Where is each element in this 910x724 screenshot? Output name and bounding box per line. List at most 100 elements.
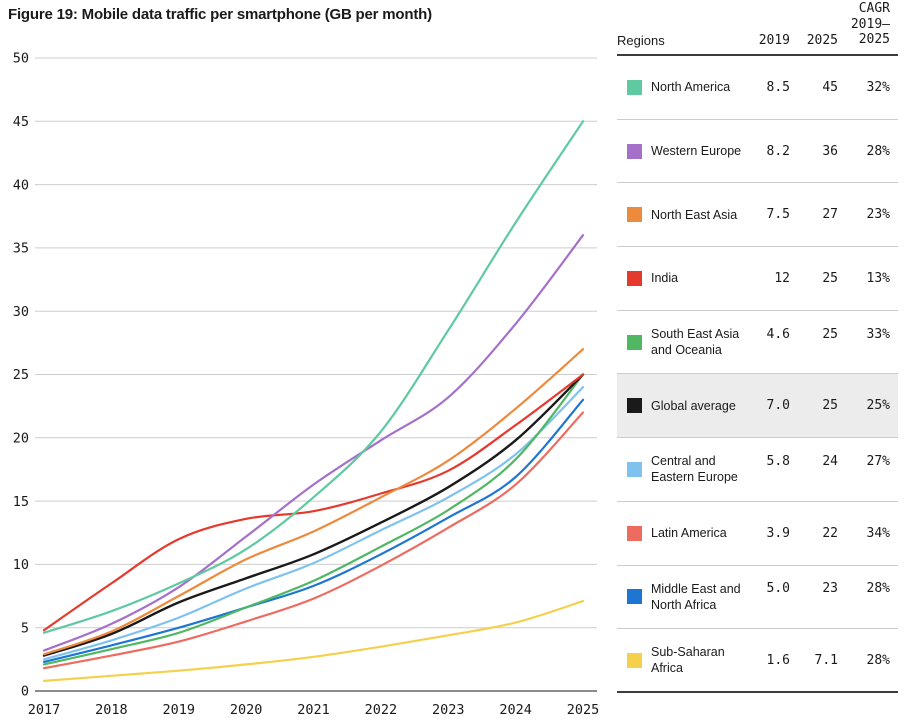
value-cagr: 28% xyxy=(866,143,890,159)
legend-table-rows: North America 8.5 45 32% Western Europe 8.2 36… xyxy=(617,56,898,693)
legend-table-header: Regions 2019 2025 CAGR 2019– 2025 xyxy=(617,0,898,56)
value-2019: 5.8 xyxy=(766,453,790,469)
y-tick-label: 5 xyxy=(21,620,29,636)
line-global-average xyxy=(42,373,585,657)
table-row-sub-saharan-africa: Sub-Saharan Africa 1.6 7.1 28% xyxy=(617,629,898,693)
value-2025: 23 xyxy=(822,581,838,597)
x-tick-label: 2019 xyxy=(162,702,195,718)
table-row-central-and-eastern-europe: Central and Eastern Europe 5.8 24 27% xyxy=(617,438,898,502)
value-cagr: 23% xyxy=(866,207,890,223)
x-tick-label: 2021 xyxy=(297,702,330,718)
color-swatch xyxy=(627,398,642,414)
region-label: Sub-Saharan Africa xyxy=(651,644,725,676)
color-swatch xyxy=(627,207,642,223)
value-cagr: 13% xyxy=(866,270,890,286)
region-label: India xyxy=(651,271,679,286)
color-swatch xyxy=(627,461,642,477)
value-cagr: 28% xyxy=(866,652,890,668)
y-tick-label: 15 xyxy=(13,494,29,510)
x-tick-label: 2020 xyxy=(230,702,263,718)
region-label: North East Asia xyxy=(651,207,738,222)
y-tick-label: 30 xyxy=(13,304,29,320)
value-2025: 7.1 xyxy=(814,652,838,668)
color-swatch xyxy=(627,143,642,159)
value-cagr: 32% xyxy=(866,79,890,95)
line-latin-america xyxy=(42,411,585,670)
region-label: Latin America xyxy=(651,526,727,541)
y-tick-label: 0 xyxy=(21,684,29,700)
color-swatch xyxy=(627,589,642,605)
y-tick-label: 35 xyxy=(13,241,29,257)
value-2019: 5.0 xyxy=(766,581,790,597)
line-western-europe xyxy=(42,234,585,652)
region-label: North America xyxy=(651,80,731,95)
value-2025: 25 xyxy=(822,398,838,414)
table-row-latin-america: Latin America 3.9 22 34% xyxy=(617,502,898,566)
header-cagr: CAGR 2019– 2025 xyxy=(850,1,890,48)
region-label: Middle East and North Africa xyxy=(651,581,741,612)
value-cagr: 27% xyxy=(866,453,890,469)
line-india xyxy=(42,373,585,632)
table-row-south-east-asia-and-oceania: South East Asia and Oceania 4.6 25 33% xyxy=(617,311,898,375)
y-tick-label: 25 xyxy=(13,367,29,383)
line-north-america xyxy=(42,120,585,634)
region-label: Global average xyxy=(651,398,736,413)
value-2025: 27 xyxy=(822,207,838,223)
x-tick-label: 2022 xyxy=(365,702,398,718)
value-2025: 36 xyxy=(822,143,838,159)
header-2025: 2025 xyxy=(806,33,838,48)
value-cagr: 28% xyxy=(866,581,890,597)
x-tick-label: 2025 xyxy=(567,702,600,718)
line-north-east-asia xyxy=(42,348,585,656)
color-swatch xyxy=(627,652,642,668)
header-regions: Regions xyxy=(617,33,665,48)
line-south-east-asia-and-oceania xyxy=(42,373,585,666)
color-swatch xyxy=(627,79,642,95)
table-row-india: India 12 25 13% xyxy=(617,247,898,311)
y-tick-label: 20 xyxy=(13,431,29,447)
value-2019: 7.0 xyxy=(766,398,790,414)
line-central-and-eastern-europe xyxy=(42,386,585,661)
line-sub-saharan-africa xyxy=(42,600,585,682)
legend-table: Regions 2019 2025 CAGR 2019– 2025 North … xyxy=(617,0,898,724)
value-cagr: 25% xyxy=(866,398,890,414)
table-row-north-east-asia: North East Asia 7.5 27 23% xyxy=(617,183,898,248)
region-label: South East Asia and Oceania xyxy=(651,326,740,358)
value-2019: 8.2 xyxy=(766,143,790,159)
value-2025: 45 xyxy=(822,79,838,95)
value-2019: 4.6 xyxy=(766,326,790,342)
line-middle-east-and-north-africa xyxy=(42,398,585,663)
value-2019: 1.6 xyxy=(766,652,790,668)
value-2025: 24 xyxy=(822,453,838,469)
table-row-global-average: Global average 7.0 25 25% xyxy=(617,374,898,439)
x-tick-label: 2024 xyxy=(499,702,532,718)
figure-title: Figure 19: Mobile data traffic per smart… xyxy=(8,6,432,23)
value-2019: 12 xyxy=(774,270,790,286)
color-swatch xyxy=(627,525,642,541)
value-2025: 25 xyxy=(822,326,838,342)
table-row-western-europe: Western Europe 8.2 36 28% xyxy=(617,120,898,184)
y-tick-label: 50 xyxy=(13,51,29,67)
value-2019: 3.9 xyxy=(766,525,790,541)
value-2019: 7.5 xyxy=(766,207,790,223)
x-tick-label: 2018 xyxy=(95,702,128,718)
table-row-north-america: North America 8.5 45 32% xyxy=(617,56,898,120)
y-tick-label: 45 xyxy=(13,114,29,130)
color-swatch xyxy=(627,334,642,350)
header-2019: 2019 xyxy=(758,33,790,48)
x-tick-label: 2023 xyxy=(432,702,465,718)
x-tick-label: 2017 xyxy=(28,702,61,718)
y-tick-label: 10 xyxy=(13,557,29,573)
table-row-middle-east-and-north-africa: Middle East and North Africa 5.0 23 28% xyxy=(617,566,898,630)
value-2025: 22 xyxy=(822,525,838,541)
region-label: Western Europe xyxy=(651,143,742,158)
value-cagr: 34% xyxy=(866,525,890,541)
color-swatch xyxy=(627,270,642,286)
region-label: Central and Eastern Europe xyxy=(651,454,738,485)
value-2019: 8.5 xyxy=(766,79,790,95)
value-cagr: 33% xyxy=(866,326,890,342)
y-tick-label: 40 xyxy=(13,177,29,193)
value-2025: 25 xyxy=(822,270,838,286)
